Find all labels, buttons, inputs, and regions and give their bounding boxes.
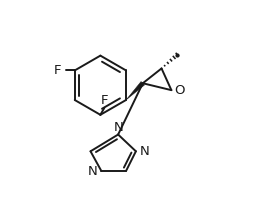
Text: O: O [174, 84, 185, 97]
Text: F: F [54, 64, 62, 77]
Polygon shape [126, 81, 145, 100]
Text: F: F [101, 95, 108, 107]
Text: N: N [113, 121, 123, 134]
Text: N: N [88, 164, 97, 178]
Text: N: N [140, 145, 150, 158]
